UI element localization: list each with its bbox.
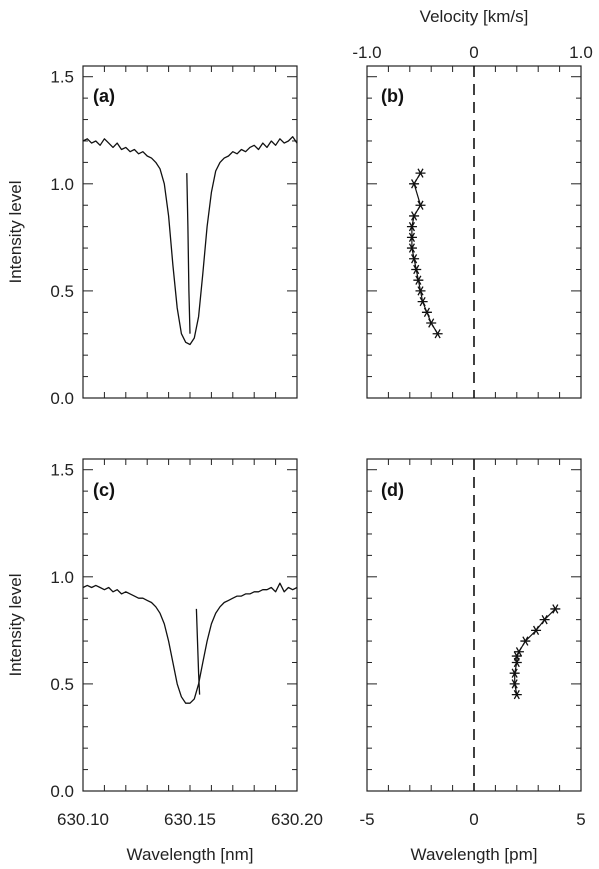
panel-a-ytick-label: 1.0 — [50, 175, 74, 194]
panel-c-series-1-line — [195, 608, 201, 695]
panel-d-point — [550, 604, 561, 614]
panel-b-point — [417, 296, 428, 307]
panel-b-point — [421, 307, 432, 317]
panel-d-point — [520, 636, 531, 646]
panel-c-frame — [82, 458, 298, 792]
panel-c-xtick-label: 630.15 — [164, 810, 216, 829]
panel-b-top-xtick-label: 0 — [469, 43, 478, 62]
panel-c-series-0-line — [82, 582, 298, 704]
panel-d-xtick-label: 5 — [576, 810, 585, 829]
panel-d-point — [531, 625, 542, 636]
panel-b-point — [406, 221, 417, 232]
panel-d-xtick-label: -5 — [359, 810, 374, 829]
panel-b-point — [411, 264, 422, 275]
panel-b-point — [409, 254, 420, 264]
panel-c-ytick-label: 1.0 — [50, 568, 74, 587]
panel-c-label: (c) — [93, 480, 115, 500]
panel-b-point — [415, 200, 426, 210]
panel-b-point — [432, 329, 443, 339]
panel-b-top-xtick-label: 1.0 — [569, 43, 593, 62]
panel-b-point — [406, 232, 417, 243]
panel-b-top-xtick-label: -1.0 — [352, 43, 381, 62]
panel-b-point — [413, 275, 424, 285]
panel-a-ytick-label: 1.5 — [50, 68, 74, 87]
y-axis-title-bottom: Intensity level — [6, 574, 25, 677]
panel-a-ytick-label: 0.0 — [50, 389, 74, 408]
panel-d-point — [509, 679, 520, 689]
panel-b-label: (b) — [381, 86, 404, 106]
panel-d-point — [539, 614, 550, 625]
panel-b-point — [406, 243, 417, 253]
panel-d-point — [509, 668, 520, 678]
panel-c-xtick-label: 630.10 — [57, 810, 109, 829]
panel-b-point — [415, 168, 426, 178]
panel-a-label: (a) — [93, 86, 115, 106]
panel-d-point — [513, 647, 524, 657]
panel-b-point — [409, 211, 420, 221]
panel-c-ytick-label: 1.5 — [50, 461, 74, 480]
panel-d-point — [511, 689, 522, 700]
x-axis-title-left: Wavelength [nm] — [127, 845, 254, 864]
panel-a-series-1-line — [186, 173, 191, 334]
panel-b-point — [409, 179, 420, 189]
panel-b-point — [426, 318, 437, 328]
panel-d-xtick-label: 0 — [469, 810, 478, 829]
panel-c-xtick-label: 630.20 — [271, 810, 323, 829]
x-axis-title-right: Wavelength [pm] — [411, 845, 538, 864]
top-x-axis-title: Velocity [km/s] — [420, 7, 529, 26]
panel-a-frame — [82, 65, 298, 399]
panel-a-series-0-line — [82, 136, 298, 346]
panel-a-ytick-label: 0.5 — [50, 282, 74, 301]
chart-marks: 0.0 0.5 1.0 1.5 -1.0 0 1.0 0.0 0.5 1.0 1.5 630.10 63… — [50, 43, 592, 829]
panel-d-label: (d) — [381, 480, 404, 500]
panel-c-ytick-label: 0.0 — [50, 782, 74, 801]
panel-c-ytick-label: 0.5 — [50, 675, 74, 694]
y-axis-title-top: Intensity level — [6, 181, 25, 284]
panel-b-point — [415, 286, 426, 296]
